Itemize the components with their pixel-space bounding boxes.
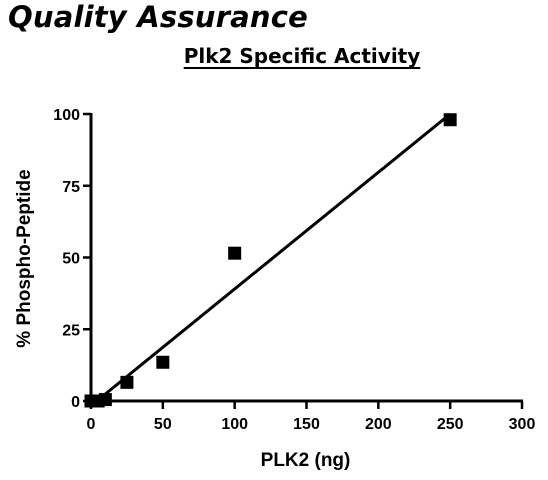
y-tick-label: 25: [62, 322, 80, 339]
data-point: [228, 246, 242, 260]
chart-axes: [89, 113, 523, 403]
data-point: [443, 113, 457, 127]
data-point: [98, 393, 112, 407]
chart-fit-line-group: [95, 112, 452, 403]
x-tick-label: 200: [365, 416, 392, 433]
fit-line: [95, 112, 452, 403]
x-tick-label: 0: [87, 416, 96, 433]
data-point: [156, 355, 170, 369]
y-tick-label: 75: [62, 179, 80, 196]
data-point: [120, 375, 134, 389]
x-tick-label: 50: [154, 416, 172, 433]
y-tick-label: 0: [71, 394, 80, 411]
y-tick-label: 50: [62, 251, 80, 268]
y-axis-title: % Phospho-Peptide: [14, 169, 35, 347]
x-tick-label: 250: [437, 416, 464, 433]
chart-title: Plk2 Specific Activity: [183, 44, 421, 68]
x-tick-label: 150: [293, 416, 320, 433]
y-tick-label: 100: [53, 107, 80, 124]
chart-points: [84, 113, 457, 408]
page-heading: Quality Assurance: [8, 0, 308, 34]
x-tick-label: 100: [221, 416, 248, 433]
x-tick-label: 300: [509, 416, 536, 433]
chart-ticks: 0 25 50 75 100 0 50 100 150 200 250 300: [53, 107, 535, 433]
x-axis-title: PLK2 (ng): [261, 450, 351, 471]
